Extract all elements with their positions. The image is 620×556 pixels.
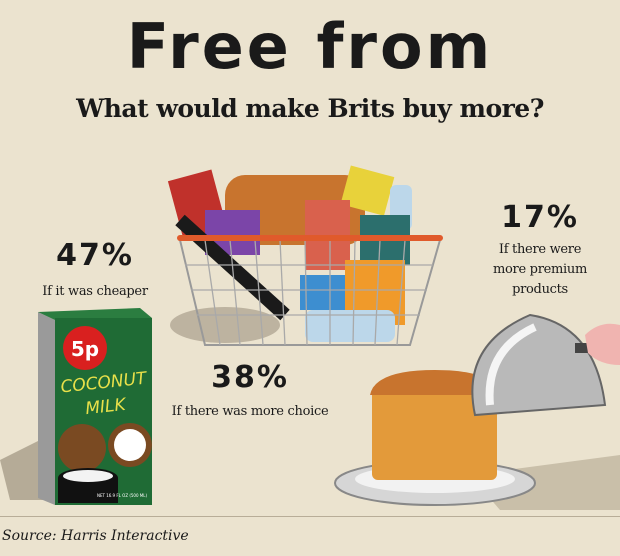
source-note: Source: Harris Interactive [2, 528, 189, 544]
stat-caption-cheaper: If it was cheaper [42, 284, 148, 299]
page-subtitle: What would make Brits buy more? [76, 94, 544, 123]
caption-line: products [512, 282, 568, 297]
stat-value-cheaper: 47% [56, 238, 134, 273]
caption-line: If there were [498, 242, 582, 257]
stat-caption-choice: If there was more choice [171, 404, 329, 419]
carton-label-line2: MILK [84, 395, 128, 419]
shopping-basket-illustration [167, 165, 443, 346]
caption-line: more premium [492, 262, 587, 277]
stat-caption-premium: If there were more premium products [470, 240, 610, 300]
footer-divider [0, 516, 620, 517]
page-title: Free from [126, 10, 494, 83]
carton-small-print: NET 16.9 FL OZ (500 ML) [97, 493, 148, 498]
coconut-milk-carton-illustration: 5p COCONUT MILK NET 16.9 FL OZ (500 ML) [0, 308, 152, 505]
price-badge: 5p [71, 337, 99, 361]
stat-value-choice: 38% [211, 360, 289, 395]
stat-value-premium: 17% [501, 200, 579, 235]
bread-cloche-illustration [334, 313, 620, 510]
